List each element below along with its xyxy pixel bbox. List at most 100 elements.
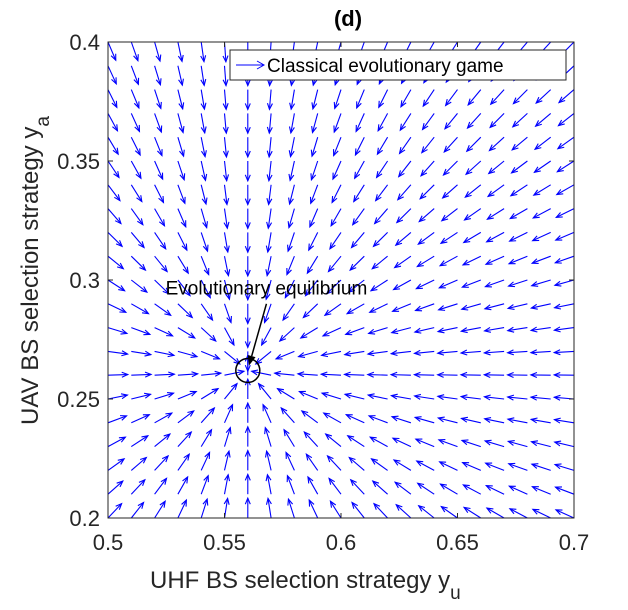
field-arrow bbox=[266, 137, 273, 159]
field-arrow bbox=[418, 208, 435, 223]
field-arrow bbox=[436, 327, 458, 334]
field-arrow bbox=[530, 463, 551, 471]
field-arrow bbox=[305, 452, 319, 471]
x-tick-label: 0.55 bbox=[203, 530, 246, 555]
field-arrow bbox=[107, 160, 120, 179]
field-arrow bbox=[553, 417, 575, 424]
field-arrow bbox=[535, 89, 552, 105]
field-arrow bbox=[223, 256, 231, 278]
field-arrow bbox=[462, 231, 482, 244]
field-arrow bbox=[413, 393, 435, 400]
field-arrow bbox=[244, 89, 251, 111]
field-arrow bbox=[553, 303, 575, 310]
field-arrow bbox=[350, 232, 365, 249]
field-arrow bbox=[131, 327, 152, 336]
field-arrow bbox=[130, 255, 147, 272]
field-arrow bbox=[130, 456, 148, 471]
field-arrow bbox=[507, 255, 528, 265]
y-axis-label: UAV BS selection strategy ya bbox=[17, 116, 54, 425]
field-arrow bbox=[371, 255, 388, 270]
field-arrow bbox=[437, 303, 458, 311]
field-arrow bbox=[154, 184, 165, 204]
field-arrow bbox=[177, 279, 191, 297]
field-arrow bbox=[461, 462, 482, 471]
field-arrow bbox=[533, 136, 552, 151]
field-arrow bbox=[107, 415, 128, 424]
field-arrow bbox=[444, 113, 458, 130]
field-arrow bbox=[412, 371, 435, 378]
field-arrow bbox=[510, 160, 528, 174]
field-arrow bbox=[223, 160, 230, 183]
field-arrow bbox=[557, 89, 575, 104]
field-arrow bbox=[154, 113, 163, 134]
field-arrow bbox=[421, 113, 435, 131]
field-arrow bbox=[131, 392, 152, 400]
field-arrow bbox=[286, 255, 295, 276]
field-arrow bbox=[263, 303, 272, 324]
field-arrow bbox=[177, 208, 187, 229]
field-arrow bbox=[287, 232, 295, 253]
field-arrow bbox=[264, 426, 272, 447]
field-arrow bbox=[130, 434, 150, 448]
field-arrow bbox=[177, 184, 186, 205]
field-arrow bbox=[483, 439, 505, 448]
field-arrow bbox=[556, 136, 575, 150]
field-arrow bbox=[373, 208, 389, 225]
field-arrow bbox=[329, 500, 342, 519]
field-arrow bbox=[200, 279, 211, 299]
field-arrow bbox=[531, 231, 551, 242]
field-arrow bbox=[288, 160, 295, 182]
field-arrow bbox=[530, 440, 551, 448]
field-arrow bbox=[177, 475, 189, 495]
field-arrow bbox=[368, 303, 388, 313]
field-arrow bbox=[399, 113, 412, 132]
field-arrow bbox=[244, 161, 251, 183]
field-arrow bbox=[465, 136, 482, 153]
field-arrow bbox=[154, 412, 174, 424]
field-arrow bbox=[482, 371, 505, 378]
field-arrow bbox=[130, 279, 149, 294]
field-arrow bbox=[330, 208, 342, 228]
field-arrow bbox=[376, 136, 389, 156]
field-arrow bbox=[320, 350, 342, 358]
field-arrow bbox=[366, 393, 388, 400]
field-arrow bbox=[333, 89, 342, 110]
x-axis-label-sub: u bbox=[450, 583, 461, 604]
field-arrow bbox=[389, 393, 411, 400]
field-arrow bbox=[200, 255, 210, 276]
field-arrow bbox=[439, 231, 458, 245]
field-arrow bbox=[311, 89, 319, 111]
field-arrow bbox=[484, 279, 505, 288]
field-arrow bbox=[264, 449, 272, 471]
field-arrow bbox=[554, 208, 575, 219]
field-arrow bbox=[462, 484, 482, 495]
field-arrow bbox=[285, 451, 295, 471]
field-arrow bbox=[378, 89, 389, 109]
field-arrow bbox=[177, 430, 193, 447]
field-arrow bbox=[413, 327, 435, 334]
field-arrow bbox=[557, 112, 575, 127]
field-arrow bbox=[260, 327, 272, 347]
field-arrow bbox=[506, 326, 528, 333]
field-arrow bbox=[177, 137, 185, 158]
legend-entry-label: Classical evolutionary game bbox=[267, 56, 504, 77]
field-arrow bbox=[420, 160, 435, 177]
field-arrow bbox=[415, 279, 435, 290]
field-arrow bbox=[130, 184, 143, 203]
field-arrow bbox=[265, 473, 272, 495]
field-arrow bbox=[530, 255, 551, 264]
field-arrow bbox=[325, 279, 342, 295]
field-arrow bbox=[107, 371, 130, 378]
field-arrow bbox=[309, 184, 319, 205]
field-arrow bbox=[154, 433, 172, 448]
field-arrow bbox=[154, 136, 163, 157]
vector-field bbox=[107, 41, 575, 519]
field-arrow bbox=[223, 279, 231, 301]
field-arrow bbox=[154, 41, 162, 63]
x-tick-labels: 0.5 0.55 0.6 0.65 0.7 bbox=[93, 530, 590, 555]
field-arrow bbox=[555, 184, 575, 196]
field-arrow bbox=[346, 434, 365, 448]
field-arrow bbox=[200, 406, 216, 424]
field-arrow bbox=[244, 496, 251, 518]
y-tick-label: 0.25 bbox=[57, 387, 100, 412]
